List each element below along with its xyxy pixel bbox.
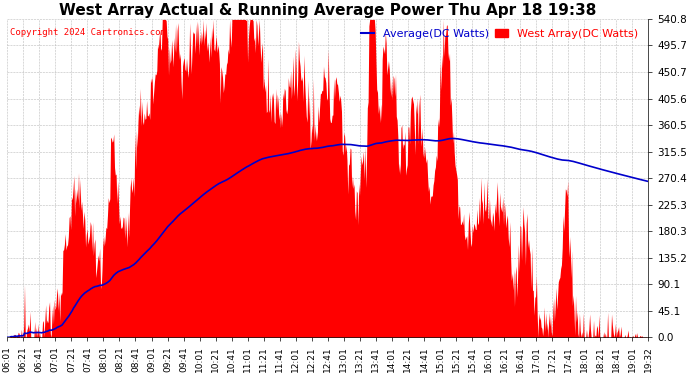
- Title: West Array Actual & Running Average Power Thu Apr 18 19:38: West Array Actual & Running Average Powe…: [59, 3, 596, 18]
- Text: Copyright 2024 Cartronics.com: Copyright 2024 Cartronics.com: [10, 28, 166, 38]
- Legend: Average(DC Watts), West Array(DC Watts): Average(DC Watts), West Array(DC Watts): [357, 24, 643, 44]
